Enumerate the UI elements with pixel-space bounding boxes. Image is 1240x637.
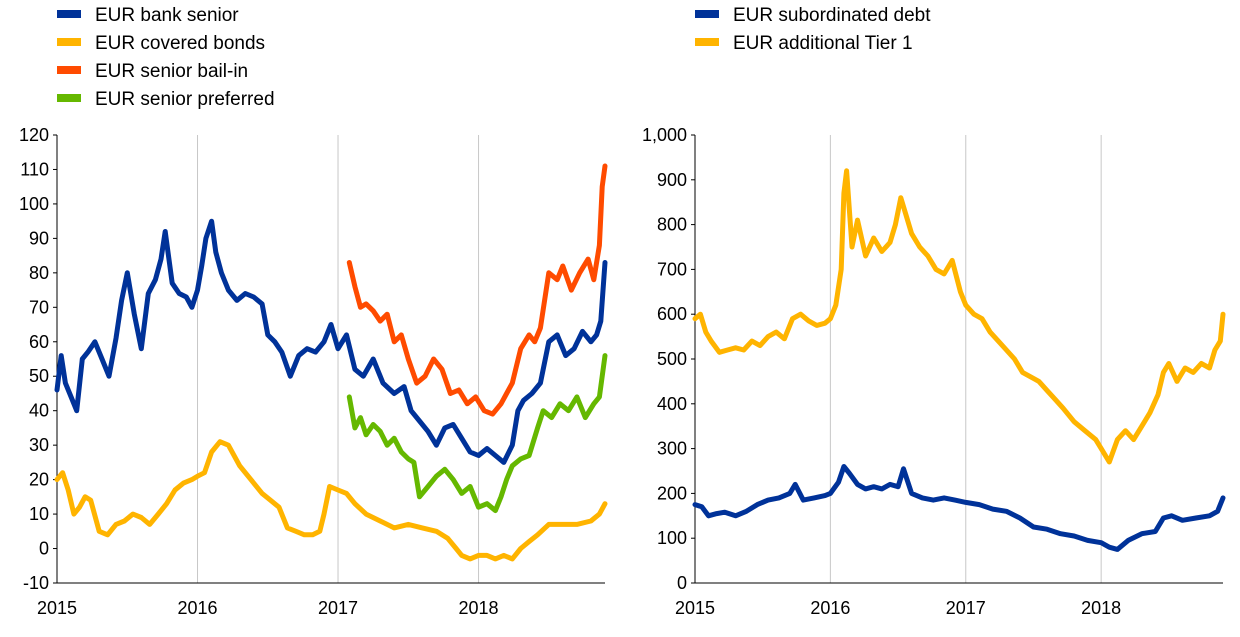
x-tick-label: 2015 bbox=[675, 598, 715, 618]
y-tick-label: 900 bbox=[657, 170, 687, 190]
y-tick-label: 60 bbox=[29, 332, 49, 352]
y-tick-label: 600 bbox=[657, 304, 687, 324]
y-tick-label: 200 bbox=[657, 483, 687, 503]
series-line bbox=[692, 464, 1226, 552]
chart-panel-right: EUR subordinated debt EUR additional Tier… bbox=[642, 5, 1226, 618]
y-tick-label: 50 bbox=[29, 366, 49, 386]
legend-label: EUR senior preferred bbox=[95, 89, 275, 110]
y-tick-label: 800 bbox=[657, 215, 687, 235]
y-tick-label: 20 bbox=[29, 470, 49, 490]
x-tick-label: 2017 bbox=[946, 598, 986, 618]
y-tick-label: 120 bbox=[19, 125, 49, 145]
y-tick-label: 0 bbox=[39, 539, 49, 559]
y-tick-label: 10 bbox=[29, 504, 49, 524]
y-tick-label: 700 bbox=[657, 259, 687, 279]
legend-swatch bbox=[695, 10, 719, 18]
legend-label: EUR bank senior bbox=[95, 5, 239, 26]
chart-panel-left: EUR bank senior EUR covered bonds EUR seni… bbox=[19, 5, 608, 618]
series-line bbox=[692, 168, 1226, 465]
series-line bbox=[346, 353, 608, 514]
legend-label: EUR additional Tier 1 bbox=[733, 33, 913, 54]
x-tick-label: 2018 bbox=[1081, 598, 1121, 618]
legend-label: EUR senior bail-in bbox=[95, 61, 248, 82]
legend-swatch bbox=[57, 38, 81, 46]
legend-swatch bbox=[57, 10, 81, 18]
x-tick-label: 2015 bbox=[37, 598, 77, 618]
y-tick-label: 300 bbox=[657, 439, 687, 459]
y-tick-label: 400 bbox=[657, 394, 687, 414]
legend-label: EUR covered bonds bbox=[95, 33, 265, 54]
y-tick-label: 0 bbox=[677, 573, 687, 593]
y-tick-label: 110 bbox=[20, 159, 49, 179]
series-line bbox=[54, 439, 608, 562]
y-tick-label: 1,000 bbox=[642, 125, 687, 145]
y-tick-label: 100 bbox=[19, 194, 49, 214]
y-tick-label: 70 bbox=[29, 297, 49, 317]
x-tick-label: 2016 bbox=[177, 598, 217, 618]
legend-label: EUR subordinated debt bbox=[733, 5, 931, 26]
series-line bbox=[346, 163, 608, 417]
y-tick-label: 90 bbox=[29, 228, 49, 248]
legend-swatch bbox=[695, 38, 719, 46]
y-tick-label: 100 bbox=[657, 528, 687, 548]
legend-swatch bbox=[57, 66, 81, 74]
series-line bbox=[54, 218, 608, 465]
x-tick-label: 2017 bbox=[318, 598, 358, 618]
x-tick-label: 2016 bbox=[810, 598, 850, 618]
legend-swatch bbox=[57, 94, 81, 102]
y-tick-label: 500 bbox=[657, 349, 687, 369]
y-tick-label: 80 bbox=[29, 263, 49, 283]
y-tick-label: -10 bbox=[23, 573, 49, 593]
y-tick-label: 40 bbox=[29, 401, 49, 421]
y-tick-label: 30 bbox=[29, 435, 49, 455]
x-tick-label: 2018 bbox=[459, 598, 499, 618]
